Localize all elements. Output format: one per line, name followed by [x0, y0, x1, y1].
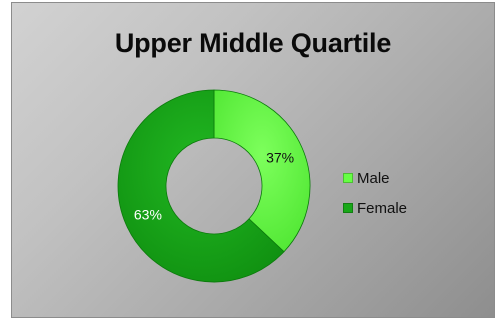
- legend-label-male: Male: [357, 169, 390, 187]
- legend-swatch-male: [343, 173, 353, 183]
- data-label-male: 37%: [266, 149, 294, 165]
- legend: Male Female: [343, 170, 407, 230]
- data-label-female: 63%: [134, 207, 162, 223]
- chart-title: Upper Middle Quartile: [114, 28, 392, 58]
- legend-item-female: Female: [343, 199, 408, 217]
- legend-item-male: Male: [343, 169, 407, 187]
- slice-male: [213, 89, 311, 253]
- slice-female: [117, 89, 285, 283]
- legend-swatch-female: [343, 203, 353, 213]
- legend-label-female: Female: [357, 199, 408, 217]
